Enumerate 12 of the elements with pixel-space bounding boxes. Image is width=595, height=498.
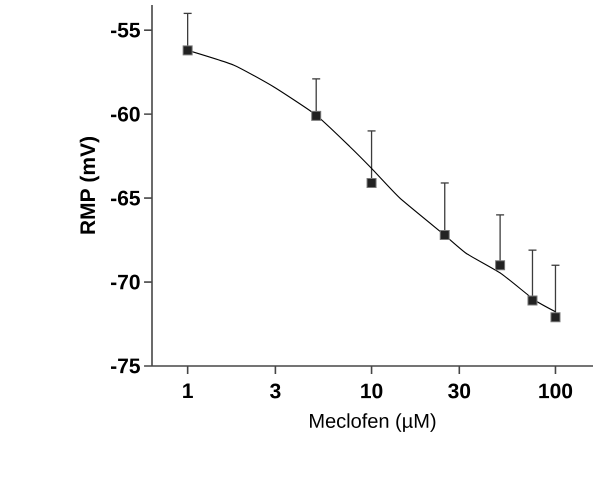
x-tick-label: 100 xyxy=(539,384,572,398)
y-tick-label: -55 xyxy=(111,22,140,38)
x-axis-title: Meclofen (µM) xyxy=(310,413,436,432)
y-tick-label: -65 xyxy=(111,190,140,206)
x-tick-label: 1 xyxy=(183,384,193,398)
x-tick-label: 10 xyxy=(361,384,382,398)
y-axis-title: RMP (mV) xyxy=(80,136,100,234)
x-tick-label: 30 xyxy=(448,384,470,398)
y-tick-label: -70 xyxy=(111,274,140,290)
y-tick-label: -60 xyxy=(111,106,140,122)
y-tick-label: -75 xyxy=(111,358,140,374)
x-tick-label: 3 xyxy=(270,384,280,398)
